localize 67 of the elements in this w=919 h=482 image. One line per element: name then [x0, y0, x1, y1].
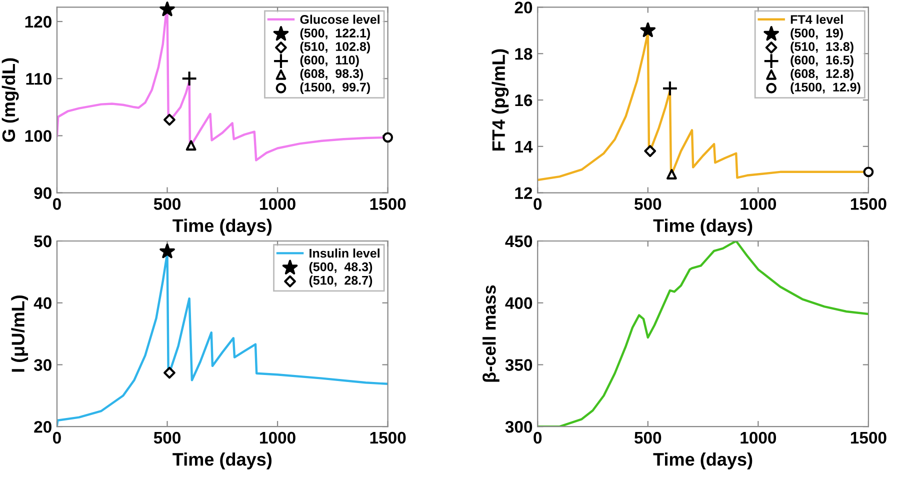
x-axis-title: Time (days): [172, 452, 272, 470]
y-tick-label: 450: [505, 235, 532, 248]
point: [382, 132, 394, 143]
legend-label: (500, 48.3): [309, 262, 372, 274]
legend-label: (600, 110): [300, 55, 359, 67]
y-axis-title: G (mg/dL): [2, 58, 19, 142]
y-tick-label: 100: [25, 130, 52, 142]
x-tick-label: 0: [53, 432, 61, 444]
point: [640, 22, 656, 38]
y-axis-title: FT4 (pg/mL): [492, 49, 509, 150]
x-axis-title: Time (days): [653, 452, 752, 470]
x-tick-label: 1000: [260, 198, 296, 210]
point: [666, 169, 677, 180]
x-tick-label: 0: [534, 198, 542, 210]
legend-label: Insulin level: [310, 248, 380, 258]
y-axis-title: β-cell mass: [482, 285, 500, 382]
legend-label: (1500, 99.7): [300, 82, 370, 94]
y-tick-label: 50: [34, 235, 52, 248]
y-tick-label: 300: [505, 420, 532, 433]
legend-label: (510, 28.7): [309, 276, 372, 288]
legend-label: (510, 102.8): [300, 42, 370, 54]
x-tick-label: 1000: [740, 198, 776, 210]
y-tick-label: 14: [515, 140, 533, 152]
x-axis-title: Time (days): [172, 218, 272, 236]
point: [160, 2, 175, 16]
x-tick-label: 1000: [740, 432, 776, 444]
y-tick-label: 40: [34, 297, 52, 310]
point: [181, 70, 198, 87]
legend-label: (500, 122.1): [300, 28, 370, 40]
y-tick-label: 30: [34, 359, 52, 371]
legend-label: (608, 98.3): [300, 68, 364, 80]
x-axis-title: Time (days): [653, 218, 752, 236]
y-tick-label: 20: [34, 420, 52, 433]
legend-label: (600, 16.5): [790, 55, 854, 67]
x-tick-label: 0: [534, 432, 542, 444]
y-tick-label: 20: [514, 2, 532, 14]
x-tick-label: 500: [634, 198, 662, 210]
y-tick-label: 400: [505, 297, 532, 310]
legend-label: (510, 13.8): [790, 42, 854, 54]
y-tick-label: 120: [25, 16, 52, 28]
y-tick-label: 16: [515, 94, 532, 106]
y-axis-title: I (μU/mL): [11, 296, 28, 372]
x-tick-label: 1500: [850, 432, 886, 444]
legend-label: Glucose level: [300, 14, 380, 24]
x-tick-label: 500: [154, 432, 180, 444]
x-tick-label: 1500: [850, 198, 886, 210]
y-tick-label: 12: [515, 187, 532, 199]
line-series: [538, 241, 868, 427]
x-tick-label: 1500: [370, 198, 406, 210]
legend-label: FT4 level: [790, 14, 843, 24]
y-tick-label: 18: [515, 48, 532, 60]
point: [186, 140, 196, 151]
x-tick-label: 1500: [370, 432, 406, 444]
x-tick-label: 0: [53, 198, 61, 210]
point: [863, 166, 874, 178]
point: [164, 114, 176, 126]
x-tick-label: 500: [634, 432, 662, 444]
point: [662, 80, 678, 96]
y-tick-label: 350: [505, 359, 532, 371]
legend-label: (608, 12.8): [790, 68, 854, 80]
legend-label: (500, 19): [790, 28, 843, 40]
point: [644, 145, 656, 158]
x-tick-label: 1000: [260, 432, 296, 444]
legend-label: (1500, 12.9): [790, 82, 860, 94]
y-tick-label: 90: [34, 187, 52, 200]
x-tick-label: 500: [154, 198, 180, 210]
y-tick-label: 110: [26, 73, 52, 85]
